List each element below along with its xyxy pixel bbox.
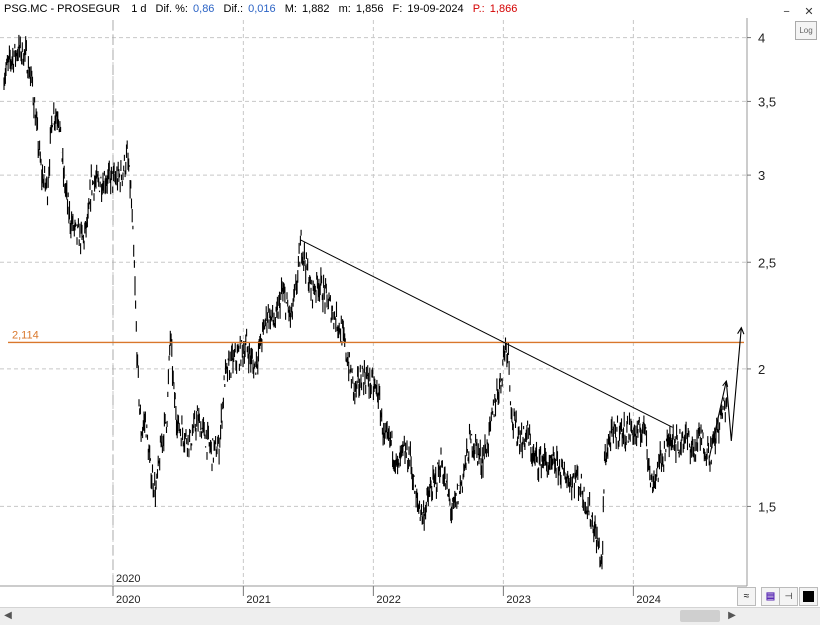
price-label: P.: xyxy=(472,3,485,15)
x-tick-label: 2021 xyxy=(246,594,270,606)
scroll-right-icon[interactable]: ▶ xyxy=(728,610,736,621)
scroll-thumb[interactable] xyxy=(680,610,720,622)
x-tick-label: 2022 xyxy=(376,594,400,606)
y-tick-label: 3,5 xyxy=(758,94,776,109)
chart-header: PSG.MC - PROSEGUR 1 d Dif. %: 0,86 Dif.:… xyxy=(0,0,764,18)
max-label: M: xyxy=(284,3,297,15)
level-label: 2,114 xyxy=(12,329,39,341)
x-tick-label: 2020 xyxy=(116,594,140,606)
window-controls: − ✕ xyxy=(776,2,816,20)
y-tick-label: 2 xyxy=(758,362,765,377)
dif-pct-label: Dif. %: xyxy=(155,3,188,15)
grid xyxy=(0,20,747,586)
close-icon[interactable]: ✕ xyxy=(804,6,814,18)
projection-arrowhead xyxy=(722,379,729,387)
y-tick-label: 1,5 xyxy=(758,499,776,514)
y-tick-label: 3 xyxy=(758,168,765,183)
color-swatch-icon[interactable] xyxy=(799,587,818,606)
x-tick-label: 2024 xyxy=(636,594,660,606)
x-axis-ticks: 2020 2021 2022 2023 2024 2020 xyxy=(112,573,661,606)
interval-label: 1 d xyxy=(131,3,147,15)
period-marker-label: 2020 xyxy=(116,573,140,585)
date-value: 19-09-2024 xyxy=(407,3,464,15)
trendline xyxy=(300,239,673,428)
log-scale-button[interactable]: Log xyxy=(795,21,817,40)
projection-arrowhead xyxy=(737,326,745,335)
pin-icon[interactable]: ⊣ xyxy=(779,587,798,606)
date-label: F: xyxy=(392,3,403,15)
y-axis-ticks: 4 3,5 3 2,5 2 1,5 xyxy=(747,31,776,514)
x-tick-label: 2023 xyxy=(506,594,530,606)
price-value: 1,866 xyxy=(489,3,518,15)
minimize-icon[interactable]: − xyxy=(783,6,790,18)
horizontal-scrollbar[interactable]: ◀ ▶ xyxy=(0,607,820,625)
drawings: 2,114 xyxy=(8,239,745,459)
price-series xyxy=(3,34,728,570)
fit-icon[interactable]: ≈ xyxy=(737,587,756,606)
projection-line xyxy=(708,327,742,459)
min-value: 1,856 xyxy=(355,3,384,15)
dif-label: Dif.: xyxy=(223,3,244,15)
y-tick-label: 2,5 xyxy=(758,255,776,270)
scroll-left-icon[interactable]: ◀ xyxy=(4,610,12,621)
symbol-label: PSG.MC - PROSEGUR xyxy=(4,3,121,15)
dif-pct-value: 0,86 xyxy=(193,3,215,15)
y-tick-label: 4 xyxy=(758,31,765,46)
min-label: m: xyxy=(338,3,351,15)
max-value: 1,882 xyxy=(302,3,330,15)
save-icon[interactable]: ▤ xyxy=(761,587,780,606)
dif-value: 0,016 xyxy=(248,3,276,15)
